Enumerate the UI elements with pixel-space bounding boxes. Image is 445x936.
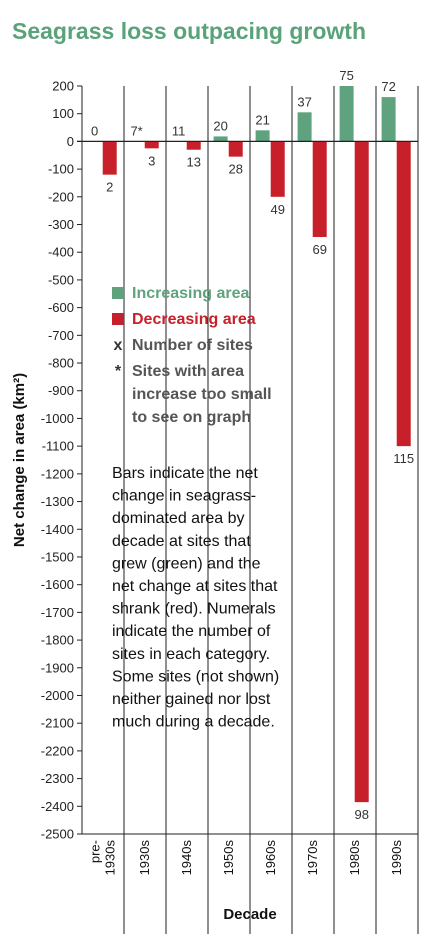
y-tick-label: -2100 (41, 716, 74, 731)
note-text-line: net change at sites that (112, 578, 278, 595)
decrease-bar (312, 141, 327, 237)
decrease-bar (396, 141, 411, 447)
legend-asterisk-marker: * (115, 363, 122, 380)
decrease-bar (354, 141, 369, 803)
y-tick-label: -2200 (41, 743, 74, 758)
y-tick-label: -2300 (41, 771, 74, 786)
decrease-site-count: 2 (106, 180, 113, 195)
decrease-site-count: 98 (354, 807, 368, 822)
x-tick-label: 1930s (137, 840, 152, 876)
note-text-line: decade at sites that (112, 533, 251, 550)
x-tick-label: 1990s (389, 840, 404, 876)
y-tick-label: -1900 (41, 660, 74, 675)
y-tick-label: -1400 (41, 522, 74, 537)
increase-site-count: 21 (255, 112, 269, 127)
x-tick-label: 1980s (347, 840, 362, 876)
y-tick-label: -1700 (41, 605, 74, 620)
decrease-bar (186, 141, 201, 150)
legend-swatch (112, 287, 124, 299)
decrease-site-count: 69 (312, 242, 326, 257)
legend-label: Sites with area (132, 363, 244, 380)
y-tick-label: -1500 (41, 549, 74, 564)
y-tick-label: -2400 (41, 799, 74, 814)
legend-swatch (112, 313, 124, 325)
increase-site-count: 20 (213, 118, 227, 133)
increase-bar (297, 112, 312, 142)
decrease-site-count: 13 (186, 155, 200, 170)
note-text-line: neither gained nor lost (112, 691, 271, 708)
y-tick-label: -100 (48, 162, 74, 177)
y-tick-label: -2000 (41, 688, 74, 703)
increase-site-count: 72 (381, 79, 395, 94)
increase-site-count: 11 (172, 123, 186, 138)
legend-label: Decreasing area (132, 311, 256, 328)
legend-label: to see on graph (132, 409, 251, 426)
y-tick-label: -200 (48, 189, 74, 204)
x-tick-label: pre- (88, 840, 103, 863)
increase-bar (255, 130, 270, 142)
y-tick-label: 100 (52, 106, 74, 121)
note-text-line: shrank (red). Numerals (112, 601, 276, 618)
increase-bar (339, 86, 354, 142)
y-tick-label: 0 (67, 134, 74, 149)
decrease-site-count: 28 (228, 162, 242, 177)
legend-label: Number of sites (132, 337, 253, 354)
decrease-bar (102, 141, 117, 175)
x-axis-label: Decade (223, 906, 276, 923)
y-tick-label: -1000 (41, 411, 74, 426)
increase-site-count: 0 (91, 123, 98, 138)
increase-site-count: 75 (339, 68, 353, 83)
increase-site-count: 7* (130, 123, 142, 138)
increase-site-count: 37 (297, 94, 311, 109)
note-text-line: much during a decade. (112, 714, 275, 731)
decrease-site-count: 3 (148, 153, 155, 168)
legend-x-marker: x (114, 337, 123, 354)
decrease-site-count: 115 (393, 451, 414, 466)
note-text-line: sites in each category. (112, 646, 270, 663)
note-text-line: Bars indicate the net (112, 465, 258, 482)
legend-label: Increasing area (132, 285, 250, 302)
x-tick-label: 1950s (221, 840, 236, 876)
x-tick-label: 1960s (263, 840, 278, 876)
decrease-bar (270, 141, 285, 197)
y-tick-label: -1200 (41, 466, 74, 481)
y-tick-label: -700 (48, 328, 74, 343)
y-tick-label: -1300 (41, 494, 74, 509)
y-tick-label: -2500 (41, 827, 74, 842)
y-tick-label: -1600 (41, 577, 74, 592)
legend-label: increase too small (132, 386, 272, 403)
x-tick-label: 1970s (305, 840, 320, 876)
chart-title: Seagrass loss outpacing growth (12, 18, 367, 44)
note-text-line: indicate the number of (112, 623, 271, 640)
y-tick-label: -500 (48, 272, 74, 287)
increase-bar (213, 136, 228, 142)
y-tick-label: -900 (48, 383, 74, 398)
note-text-line: grew (green) and the (112, 555, 261, 572)
y-tick-label: -300 (48, 217, 74, 232)
x-tick-label: 1940s (179, 840, 194, 876)
y-axis-label: Net change in area (km²) (11, 373, 28, 547)
y-tick-label: 200 (52, 79, 74, 94)
y-tick-label: -1800 (41, 633, 74, 648)
note-text-line: change in seagrass- (112, 488, 256, 505)
x-tick-label: 1930s (103, 840, 118, 876)
y-tick-label: -800 (48, 356, 74, 371)
y-tick-label: -1100 (42, 439, 74, 454)
y-tick-label: -400 (48, 245, 74, 260)
note-text-line: Some sites (not shown) (112, 668, 279, 685)
note-text-line: dominated area by (112, 510, 245, 527)
increase-bar (381, 97, 396, 142)
decrease-site-count: 49 (270, 202, 284, 217)
decrease-bar (144, 141, 159, 149)
y-tick-label: -600 (48, 300, 74, 315)
decrease-bar (228, 141, 243, 157)
